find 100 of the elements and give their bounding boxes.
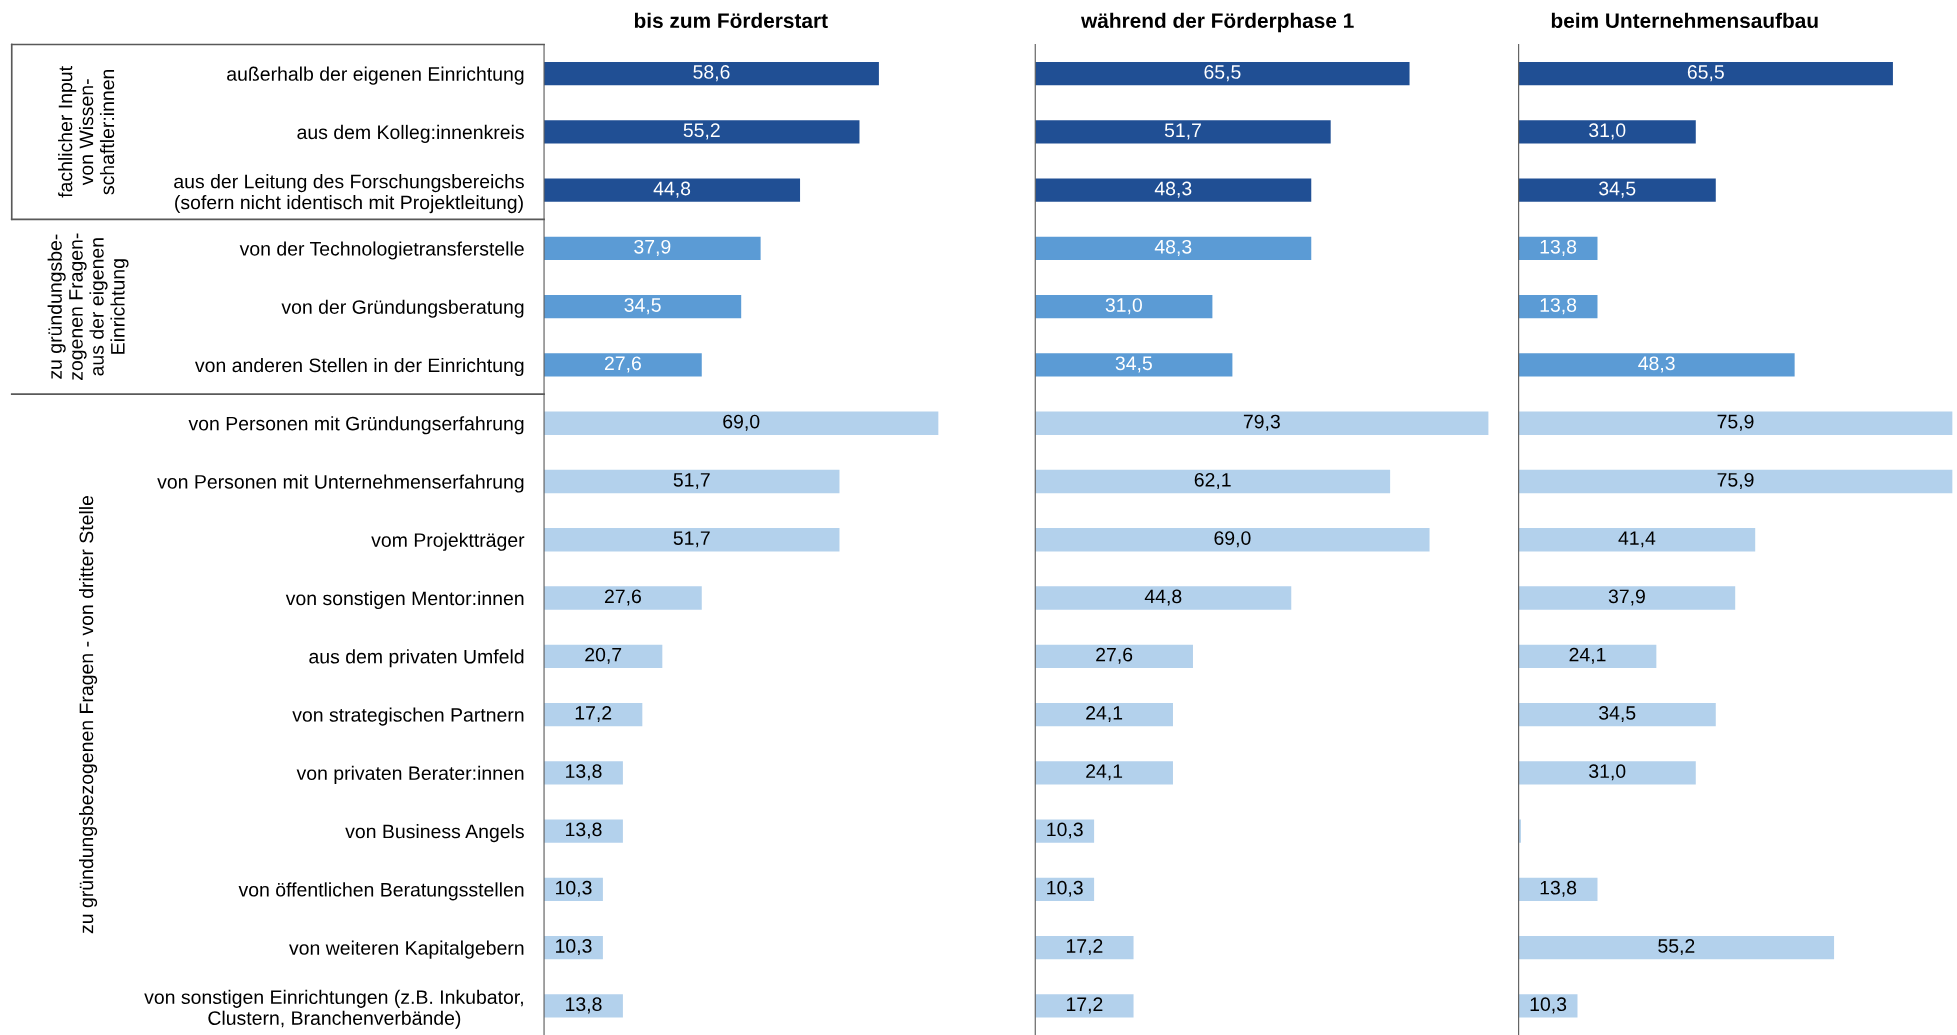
data-label: 31,0 [1589,123,1626,140]
y-tick-label: von sonstigen Mentor:innen [285,590,524,610]
bar [1518,353,1795,377]
bar [1035,236,1312,261]
y-tick-label: von strategischen Partnern [292,707,524,726]
data-label: 27,6 [604,589,641,606]
data-label: 75,9 [1717,414,1754,431]
data-label: 55,2 [1658,939,1695,956]
data-label: 34,5 [1115,356,1152,373]
data-label: 13,8 [1540,880,1577,897]
bar [544,178,801,202]
bar [1035,935,1134,960]
y-tick-label: von Personen mit Gründungserfahrung [188,416,524,435]
data-label: 65,5 [1204,65,1241,82]
data-label: 51,7 [1164,123,1201,140]
data-label: 69,0 [1214,531,1251,548]
y-tick-label: von Personen mit Unternehmenserfahrung [157,474,524,493]
bar [1518,236,1598,261]
bar [1035,469,1391,494]
data-label: 17,2 [575,706,612,723]
text: fachlicher Input von Wissen- schaftler:innen [58,66,115,198]
bar [544,295,742,319]
data-label: 48,3 [1154,239,1192,256]
data-label: 10,3 [1530,997,1567,1014]
data-label: 24,1 [1086,764,1123,781]
data-label: 48,3 [1638,356,1675,373]
bar [1518,761,1696,785]
bar [1518,644,1657,668]
data-label: 69,0 [723,414,760,431]
data-label: 41,4 [1618,531,1656,548]
bar [1518,994,1578,1018]
bar [1518,61,1893,86]
bar [1518,469,1953,494]
data-label: 31,0 [1589,764,1626,781]
chart-title: während der Förderphase 1 [1080,12,1354,33]
data-label: 34,5 [1599,181,1636,198]
data-label: 55,2 [683,123,720,140]
data-label: 10,3 [1047,880,1083,897]
data-label: 27,6 [604,356,641,373]
data-label: 27,6 [1096,647,1133,664]
bar [1035,178,1312,202]
y-tick-label: aus dem privaten Umfeld [309,649,524,668]
data-label: 65,5 [1687,65,1724,82]
y-tick-label: von weiteren Kapitalgebern [289,940,524,959]
data-label: 17,2 [1066,997,1103,1014]
data-label: 51,7 [673,473,710,489]
bar [1035,120,1331,144]
data-label: 34,5 [624,298,661,315]
bar [544,61,879,86]
data-label: 44,8 [1144,589,1182,606]
data-label: 37,9 [634,239,671,256]
bar [1518,819,1521,843]
y-tick-label: aus dem Kolleg:innenkreis [297,124,524,143]
data-label: 44,8 [653,181,691,198]
data-label: 48,3 [1154,181,1192,198]
data-label: 13,8 [566,764,602,781]
chart-title: beim Unternehmensaufbau [1551,12,1818,29]
bar [1035,61,1410,86]
bar [544,586,702,610]
y-tick-label: von privaten Berater:innen [296,765,524,784]
bar [544,469,840,494]
data-label: 37,9 [1608,589,1645,606]
y-tick-label: von Business Angels [345,824,524,843]
data-label: 51,7 [673,531,710,548]
bar [1035,295,1213,319]
data-label: 13,8 [1540,239,1577,256]
chart-title: bis zum Förderstart [634,12,828,29]
y-tick-label: von der Technologietransferstelle [239,241,524,260]
data-label: 17,2 [1066,939,1103,956]
bar [1035,528,1430,552]
bar [1518,528,1756,552]
data-label: 13,8 [566,822,602,839]
bar [1518,120,1696,144]
data-label: 10,3 [1047,822,1083,839]
data-label: 13,8 [1540,298,1577,315]
bar [544,236,761,261]
bar [544,994,623,1018]
bar [1035,411,1489,435]
bar [1518,178,1716,202]
data-label: 10,3 [556,939,592,956]
bar [544,819,623,843]
bar [1518,586,1736,610]
data-label: 13,8 [566,997,602,1014]
bar [1035,819,1095,843]
y-tick-label: außerhalb der eigenen Einrichtung [227,66,524,85]
bar [544,528,840,552]
data-label: 24,1 [1569,647,1606,664]
data-label: 62,1 [1194,472,1231,489]
data-label: 31,0 [1105,298,1142,315]
bar [544,411,939,435]
text: zu gründungsbezogenen Fragen - von dritter Stelle [79,495,98,934]
y-tick-label: von sonstigen Einrichtungen (z.B. Inkubator, Clustern, Branchenverbände) [144,989,523,1029]
bar [1518,411,1953,435]
bar [1035,644,1193,668]
bar [1035,586,1292,610]
data-label: 10,3 [556,880,592,897]
bar [544,644,663,668]
y-tick-label: von öffentlichen Beratungsstellen [238,882,524,901]
y-tick-label: von anderen Stellen in der Einrichtung [195,357,524,377]
bar [1035,994,1134,1018]
